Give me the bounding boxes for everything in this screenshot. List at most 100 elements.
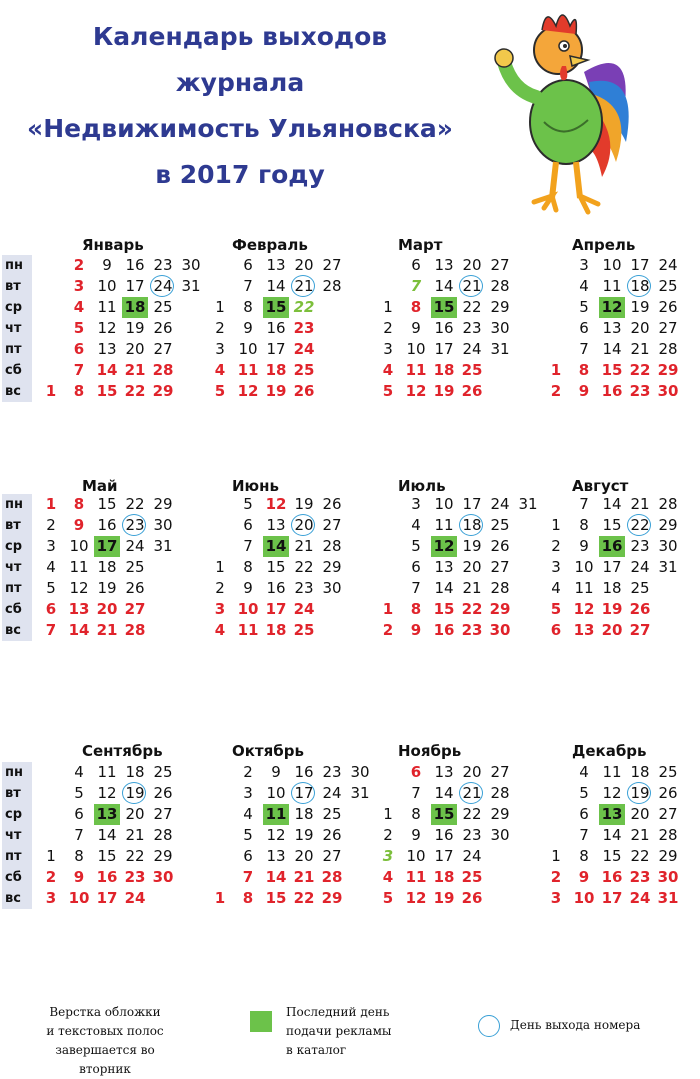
weekday-label: вт xyxy=(5,518,21,533)
day-cell: 1 xyxy=(45,495,57,513)
day-cell: 27 xyxy=(153,340,173,358)
day-cell: 9 xyxy=(578,868,590,886)
weekday-label: вт xyxy=(5,786,21,801)
day-cell: 30 xyxy=(350,763,370,781)
day-cell: 9 xyxy=(73,516,85,534)
day-cell: 19 xyxy=(433,889,455,907)
day-cell: 29 xyxy=(152,382,174,400)
day-cell: 19 xyxy=(97,579,117,597)
day-cell: 19 xyxy=(462,537,482,555)
day-cell: 13 xyxy=(97,340,117,358)
day-cell: 30 xyxy=(153,516,173,534)
day-cell: 10 xyxy=(406,340,426,358)
day-cell: 22 xyxy=(293,298,315,316)
weekday-label: пт xyxy=(5,342,22,357)
day-cell: 9 xyxy=(411,826,421,844)
day-cell: 3 xyxy=(214,600,226,618)
day-cell: 18 xyxy=(602,579,622,597)
day-cell: 23 xyxy=(629,382,651,400)
day-cell: 10 xyxy=(69,537,89,555)
day-cell: 15 xyxy=(265,889,287,907)
day-cell: 15 xyxy=(602,516,622,534)
day-cell: 1 xyxy=(550,361,562,379)
day-cell: 23 xyxy=(461,621,483,639)
day-cell: 5 xyxy=(382,889,394,907)
day-cell: 25 xyxy=(461,868,483,886)
day-cell: 3 xyxy=(579,256,589,274)
day-cell: 4 xyxy=(243,805,253,823)
day-cell: 5 xyxy=(243,826,253,844)
day-cell: 23 xyxy=(322,763,342,781)
day-cell: 24 xyxy=(490,495,510,513)
day-cell: 20 xyxy=(630,805,650,823)
day-cell: 16 xyxy=(599,536,625,557)
day-cell: 13 xyxy=(573,621,595,639)
day-cell: 16 xyxy=(433,621,455,639)
legend-deadline-line: Последний день xyxy=(286,1005,390,1019)
day-cell: 25 xyxy=(125,558,145,576)
day-cell: 1 xyxy=(382,600,394,618)
day-cell: 29 xyxy=(153,495,173,513)
day-cell: 15 xyxy=(97,847,117,865)
month-name: Февраль xyxy=(232,236,308,254)
day-cell: 2 xyxy=(383,319,393,337)
day-cell: 27 xyxy=(658,319,678,337)
day-cell: 27 xyxy=(490,558,510,576)
page-title: Календарь выходов журнала «Недвижимость … xyxy=(20,14,460,198)
day-cell: 4 xyxy=(46,558,56,576)
day-cell: 4 xyxy=(214,621,226,639)
day-cell: 9 xyxy=(243,579,253,597)
day-cell: 9 xyxy=(579,537,589,555)
day-cell: 17 xyxy=(602,558,622,576)
day-cell: 18 xyxy=(125,763,145,781)
day-cell: 8 xyxy=(579,516,589,534)
day-cell: 5 xyxy=(550,600,562,618)
day-cell: 18 xyxy=(265,361,287,379)
legend-layout-line: и текстовых полос xyxy=(46,1024,164,1038)
day-cell: 8 xyxy=(242,889,254,907)
day-cell: 15 xyxy=(433,600,455,618)
day-cell: 16 xyxy=(601,868,623,886)
day-cell: 10 xyxy=(237,600,259,618)
day-cell: 1 xyxy=(383,805,393,823)
day-cell: 5 xyxy=(214,382,226,400)
day-cell: 19 xyxy=(122,782,148,804)
day-cell: 22 xyxy=(462,298,482,316)
day-cell: 8 xyxy=(410,298,422,316)
day-cell: 14 xyxy=(68,621,90,639)
day-cell: 7 xyxy=(73,361,85,379)
day-cell: 28 xyxy=(153,826,173,844)
day-cell: 7 xyxy=(243,537,253,555)
legend-layout-line: завершается во вторник xyxy=(55,1043,155,1076)
day-cell: 12 xyxy=(405,889,427,907)
day-cell: 6 xyxy=(579,805,589,823)
month-name: Март xyxy=(398,236,443,254)
day-cell: 13 xyxy=(434,763,454,781)
day-cell: 17 xyxy=(265,600,287,618)
day-cell: 8 xyxy=(411,805,421,823)
day-cell: 22 xyxy=(125,495,145,513)
day-cell: 6 xyxy=(579,319,589,337)
day-cell: 12 xyxy=(602,784,622,802)
day-cell: 4 xyxy=(73,298,85,316)
day-cell: 8 xyxy=(578,361,590,379)
day-cell: 3 xyxy=(382,847,394,865)
day-cell: 29 xyxy=(321,889,343,907)
day-cell: 5 xyxy=(579,784,589,802)
weekday-label: сб xyxy=(5,602,22,617)
day-cell: 5 xyxy=(411,537,421,555)
day-cell: 26 xyxy=(322,495,342,513)
day-cell: 17 xyxy=(96,889,118,907)
day-cell: 26 xyxy=(293,382,315,400)
day-cell: 20 xyxy=(291,514,317,536)
day-cell: 31 xyxy=(153,537,173,555)
day-cell: 6 xyxy=(411,558,421,576)
day-cell: 16 xyxy=(96,868,118,886)
day-cell: 14 xyxy=(602,495,622,513)
day-cell: 14 xyxy=(97,826,117,844)
day-cell: 7 xyxy=(74,826,84,844)
day-cell: 18 xyxy=(433,868,455,886)
day-cell: 28 xyxy=(658,495,678,513)
day-cell: 25 xyxy=(630,579,650,597)
day-cell: 18 xyxy=(122,297,148,318)
